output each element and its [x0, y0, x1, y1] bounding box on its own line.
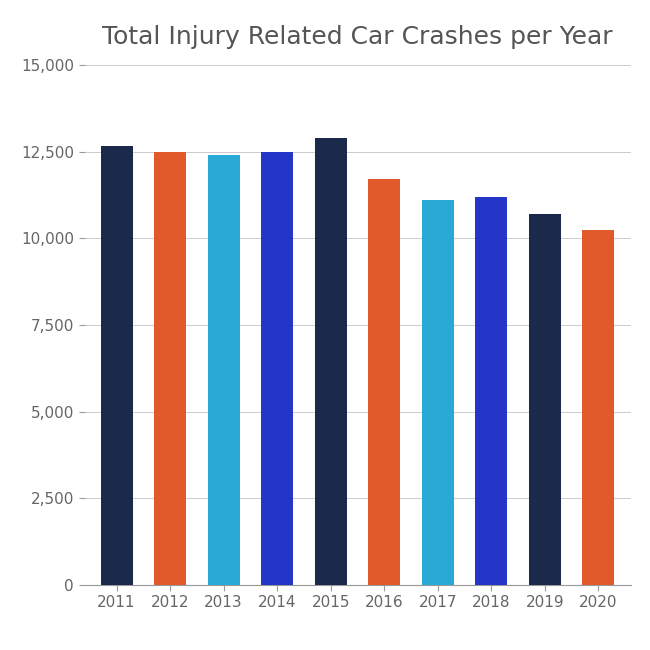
- Bar: [261, 151, 293, 585]
- Title: Total Injury Related Car Crashes per Year: Total Injury Related Car Crashes per Yea…: [102, 25, 613, 49]
- Bar: [475, 197, 508, 585]
- Bar: [422, 200, 454, 585]
- Bar: [154, 151, 186, 585]
- Bar: [207, 155, 240, 585]
- Bar: [368, 179, 400, 585]
- Bar: [582, 229, 614, 585]
- Bar: [529, 214, 561, 585]
- Bar: [315, 138, 347, 585]
- Bar: [101, 146, 133, 585]
